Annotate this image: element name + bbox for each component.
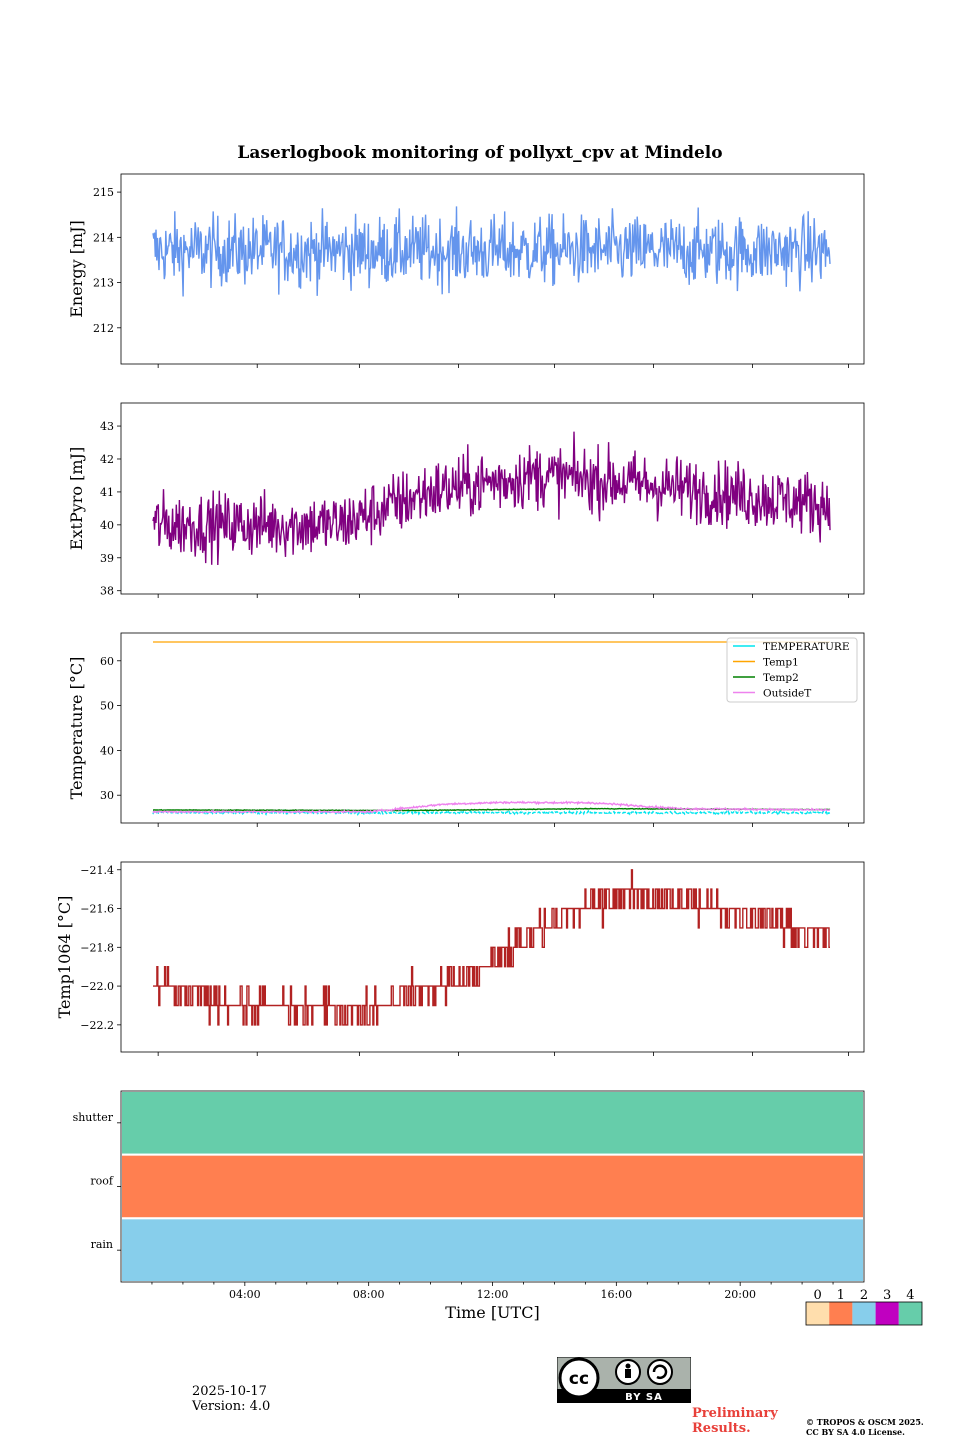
y-tick-label: 41 [100,486,114,499]
x-tick-label: 20:00 [724,1288,756,1301]
license-line: CC BY SA 4.0 License. [806,1427,905,1437]
y-tick-label: −22.2 [80,1019,114,1032]
colorbar-cell [898,1302,922,1325]
y-tick-label: 40 [100,519,114,532]
legend: TEMPERATURE Temp1 Temp2 OutsideT [726,637,858,703]
y-axis-label: Temperature [°C] [67,657,86,800]
series-temp1064 [153,869,830,1026]
y-tick-label: 38 [100,585,114,598]
chart-title: Laserlogbook monitoring of pollyxt_cpv a… [237,143,722,163]
legend-box [726,637,858,703]
x-tick-label: 12:00 [477,1288,509,1301]
status-row-label: rain [91,1238,113,1251]
legend-label: OutsideT [763,688,811,700]
colorbar-frame [805,1301,923,1326]
status-row-label: roof [90,1175,114,1188]
y-axis-label: Energy [mJ] [67,220,86,318]
panels: 212 213 214 215 Energy [mJ] 38 39 40 41 42 43 ExtPy… [55,173,865,1322]
x-axis-label: Time [UTC] [445,1303,539,1322]
panel-status: shutter roof rain 04:00 08:00 12:00 16:00 20:00… [73,1090,865,1322]
legend-label: Temp1 [763,657,799,669]
series-temperature [152,808,831,817]
status-row-rain [120,1217,865,1284]
preliminary-results-label: Preliminary Results. [692,1406,778,1436]
y-tick-label: 215 [93,186,114,199]
status-row-shutter [120,1090,865,1156]
series-extpyro [152,431,831,566]
y-tick-label: −21.8 [80,941,114,954]
x-tick-label: 04:00 [229,1288,261,1301]
axes-frame [120,861,865,1053]
x-tick-label: 16:00 [600,1288,632,1301]
colorbar-tick-label: 0 [813,1288,821,1303]
axes-frame [120,632,865,824]
y-tick-label: 60 [100,655,114,668]
x-tick-label: 08:00 [353,1288,385,1301]
y-axis-label: Temp1064 [°C] [55,896,74,1019]
y-tick-label: 213 [93,277,114,290]
y-axis-label: ExtPyro [mJ] [67,447,86,550]
license-badge-text: BY SA [625,1392,663,1403]
y-tick-label: 212 [93,322,114,335]
colorbar-cell [829,1302,853,1325]
axes-frame [120,402,865,595]
status-row-label: shutter [73,1111,114,1124]
colorbar-cell [852,1302,876,1325]
y-tick-label: 39 [100,552,114,565]
colorbar-tick-label: 1 [837,1288,845,1303]
y-tick-label: 214 [93,231,114,244]
colorbar-cell [806,1302,830,1325]
y-tick-label: 42 [100,453,114,466]
y-tick-label: −21.6 [80,903,114,916]
axes-frame [120,173,865,365]
panel-extpyro: 38 39 40 41 42 43 ExtPyro [mJ] [67,402,865,598]
y-tick-label: 30 [100,789,114,802]
colorbar-tick-label: 4 [906,1288,914,1303]
cc-license-badge: cc BY SA [556,1356,692,1404]
footer-date: 2025-10-17 [192,1384,267,1399]
series-outsidet [152,800,831,814]
status-row-roof [120,1153,865,1220]
y-tick-label: −21.4 [80,864,114,877]
y-tick-label: 43 [100,420,114,433]
panel-temperature: 30 40 50 60 Temperature [°C] TEMPERATURE Temp1… [67,632,865,827]
panel-temp1064: −22.2 −22.0 −21.8 −21.6 −21.4 Temp1064 [°C] [55,861,865,1056]
y-tick-label: 40 [100,744,114,757]
copyright-line: © TROPOS & OSCM 2025. [806,1417,924,1427]
svg-text:cc: cc [569,1369,589,1389]
colorbar-cell [875,1302,899,1325]
footer-version: Version: 4.0 [192,1399,271,1414]
colorbar-tick-label: 2 [860,1288,868,1303]
colorbar-tick-label: 3 [883,1288,891,1303]
series-energy [152,206,831,297]
legend-label: Temp2 [763,672,799,684]
legend-label: TEMPERATURE [763,641,850,653]
y-tick-label: 50 [100,700,114,713]
y-tick-label: −22.0 [80,980,114,993]
panel-energy: 212 213 214 215 Energy [mJ] [67,173,865,368]
